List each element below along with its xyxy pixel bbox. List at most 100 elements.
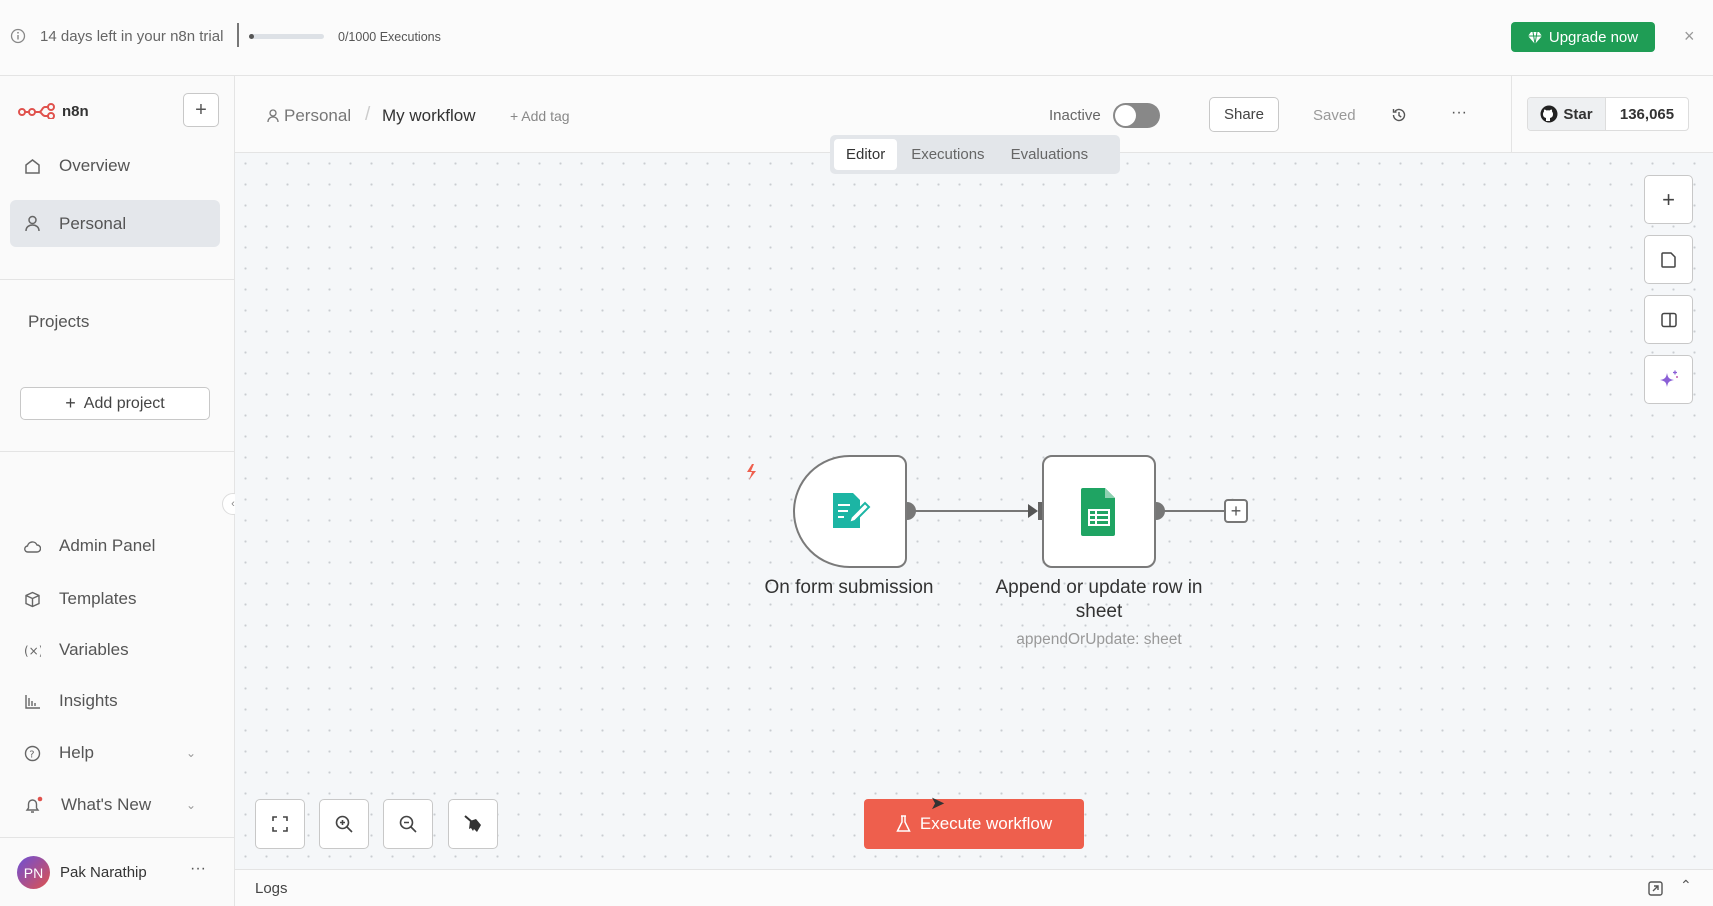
ai-assistant-button[interactable] [1644, 355, 1693, 404]
bell-icon [25, 796, 43, 813]
add-project-label: Add project [83, 394, 165, 412]
sidebar-item-label: Templates [59, 589, 137, 608]
share-button[interactable]: Share [1209, 97, 1279, 132]
avatar[interactable]: PN [17, 856, 50, 889]
sidebar-item-label: Variables [59, 640, 129, 659]
sidebar-item-label: What's New [61, 795, 152, 814]
sidebar-item-label: Personal [59, 213, 127, 233]
trigger-bolt-icon [747, 464, 756, 480]
logs-panel[interactable]: Logs ⌃ [235, 869, 1713, 906]
tidy-up-button[interactable] [448, 799, 498, 849]
trial-banner: 14 days left in your n8n trial 0/1000 Ex… [0, 0, 1713, 76]
executions-count: 0/1000 Executions [338, 30, 441, 44]
sidebar-item-admin-panel[interactable]: Admin Panel [10, 524, 220, 568]
n8n-logo-icon [18, 103, 55, 119]
view-tabs: Editor Executions Evaluations [830, 135, 1120, 174]
trial-text: 14 days left in your n8n trial [40, 28, 224, 45]
gem-icon [1527, 31, 1542, 44]
user-menu-icon[interactable]: ··· [190, 860, 206, 877]
sidebar-item-templates[interactable]: Templates [10, 577, 220, 621]
zoom-out-button[interactable] [383, 799, 433, 849]
sidebar-item-label: Insights [59, 691, 118, 710]
divider [0, 451, 235, 452]
variable-icon: (×) [24, 644, 41, 658]
zoom-in-button[interactable] [319, 799, 369, 849]
chevron-down-icon: ⌄ [185, 798, 196, 812]
history-icon[interactable] [1391, 107, 1407, 123]
sidebar: n8n + Overview Personal Projects + Add pr… [0, 76, 244, 906]
zoom-in-icon [335, 815, 353, 833]
node-form-trigger[interactable] [793, 455, 907, 568]
star-label: Star [1563, 105, 1593, 123]
add-tag-link[interactable]: + Add tag [510, 108, 570, 124]
upgrade-label: Upgrade now [1548, 28, 1639, 46]
form-icon [833, 492, 871, 528]
svg-text:(×): (×) [24, 644, 41, 658]
home-icon [25, 158, 40, 174]
upgrade-button[interactable]: Upgrade now [1511, 22, 1655, 52]
sidebar-item-personal[interactable]: Personal [10, 200, 220, 247]
sidebar-item-label: Overview [59, 156, 130, 175]
google-sheets-icon [1081, 487, 1115, 536]
node-subtitle: appendOrUpdate: sheet [1016, 631, 1182, 648]
node-title: Append or update row in sheet [995, 577, 1203, 622]
flask-icon [896, 815, 911, 832]
breadcrumb-separator: / [365, 104, 371, 125]
close-banner-icon[interactable]: × [1684, 26, 1695, 46]
node-google-sheets[interactable] [1042, 455, 1156, 568]
user-name: Pak Narathip [60, 864, 147, 881]
toggle-panel-button[interactable] [1644, 295, 1693, 344]
projects-heading: Projects [28, 312, 90, 331]
logs-label: Logs [255, 880, 288, 897]
star-count: 136,065 [1619, 105, 1675, 123]
github-icon [1540, 105, 1558, 123]
breadcrumb-project[interactable]: Personal [284, 106, 352, 125]
add-next-node-button[interactable]: + [1224, 499, 1248, 523]
chevron-up-icon[interactable]: ⌃ [1680, 877, 1692, 893]
executions-progress [249, 34, 324, 39]
mouse-cursor: ➤ [930, 793, 946, 813]
add-project-button[interactable]: + Add project [20, 387, 210, 420]
help-icon: ? [24, 745, 41, 761]
box-icon [25, 591, 40, 607]
tab-evaluations[interactable]: Evaluations [1010, 146, 1089, 163]
divider [0, 837, 235, 838]
note-icon [1660, 251, 1676, 268]
fullscreen-icon [272, 816, 288, 832]
fit-view-button[interactable] [255, 799, 305, 849]
active-toggle[interactable] [1113, 103, 1160, 128]
zoom-out-icon [399, 815, 417, 833]
sidebar-item-variables[interactable]: (×) Variables [10, 628, 220, 672]
info-icon [10, 28, 26, 44]
edge-arrow [1028, 504, 1038, 518]
more-options-icon[interactable]: ··· [1451, 104, 1467, 121]
sidebar-item-insights[interactable]: Insights [10, 679, 220, 723]
create-button[interactable]: + [183, 93, 219, 127]
divider [1511, 76, 1512, 153]
github-star-button[interactable]: Star 136,065 [1527, 97, 1689, 131]
chevron-down-icon: ⌄ [185, 746, 196, 760]
panel-icon [1660, 312, 1677, 327]
user-icon [267, 109, 279, 123]
add-node-button[interactable]: + [1644, 175, 1693, 224]
sticky-note-button[interactable] [1644, 235, 1693, 284]
sidebar-item-whats-new[interactable]: What's New ⌄ [10, 783, 220, 827]
sidebar-item-overview[interactable]: Overview [10, 144, 220, 188]
sidebar-item-help[interactable]: ? Help ⌄ [10, 731, 220, 775]
execute-label: Execute workflow [919, 814, 1053, 833]
broom-icon [464, 815, 481, 832]
workflow-name[interactable]: My workflow [382, 106, 476, 125]
sparkle-icon [1659, 370, 1678, 387]
user-icon [25, 215, 40, 232]
node-title: On form submission [764, 577, 934, 598]
pop-out-icon[interactable] [1648, 881, 1663, 896]
divider [237, 23, 239, 47]
sidebar-item-label: Help [59, 743, 94, 762]
sidebar-item-label: Admin Panel [59, 536, 156, 555]
bar-chart-icon [25, 694, 40, 709]
tab-editor[interactable]: Editor [834, 139, 898, 170]
execute-workflow-button[interactable]: Execute workflow [864, 799, 1084, 849]
status-label: Inactive [1049, 107, 1101, 124]
divider [0, 279, 235, 280]
tab-executions[interactable]: Executions [911, 146, 985, 163]
